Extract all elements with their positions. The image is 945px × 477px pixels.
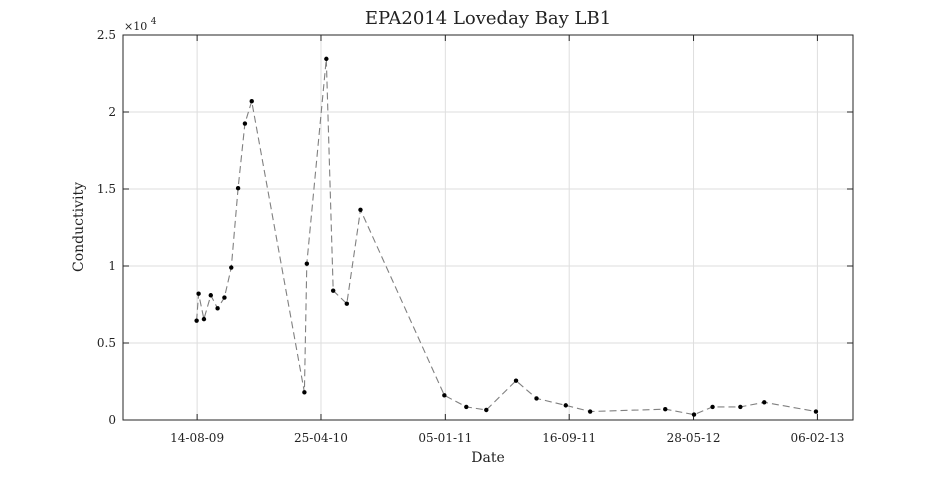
data-point: [534, 396, 539, 401]
grid-layer: [123, 34, 853, 421]
y-axis-label: Conductivity: [71, 182, 87, 272]
data-point: [242, 121, 248, 126]
x-tick-label: 05-01-11: [418, 431, 472, 445]
x-tick-label: 16-09-11: [542, 431, 596, 445]
data-point: [222, 295, 227, 300]
data-point: [484, 407, 489, 413]
data-point: [464, 404, 469, 410]
x-tick-label: 25-04-10: [294, 431, 348, 445]
x-tick-label: 28-05-12: [667, 431, 721, 445]
series-line: [196, 58, 816, 416]
data-point: [330, 288, 336, 293]
data-point: [813, 409, 819, 414]
series-layer: [194, 56, 819, 417]
data-point: [513, 378, 519, 383]
data-point: [208, 293, 213, 298]
data-point: [201, 316, 207, 322]
data-point: [663, 407, 668, 412]
x-tick-label: 06-02-13: [790, 431, 844, 445]
y-tick-label: 1.5: [97, 182, 116, 196]
data-point: [358, 207, 363, 212]
chart-title: EPA2014 Loveday Bay LB1: [365, 8, 611, 29]
plot-frame: [122, 34, 854, 421]
data-point: [215, 306, 220, 311]
x-tick-label: 14-08-09: [170, 431, 224, 445]
y-tick-label: 2: [108, 105, 116, 119]
data-point: [710, 404, 715, 410]
tick-layer: 14-08-09 25-04-10 05-01-11 16-09-11 28-05-12…: [97, 28, 853, 445]
data-point: [324, 56, 329, 62]
y-multiplier: ×10 4: [124, 17, 157, 33]
data-point: [563, 403, 568, 408]
data-point: [194, 318, 199, 323]
data-point: [304, 261, 310, 266]
data-point: [302, 390, 307, 395]
data-point: [344, 301, 350, 306]
data-point: [691, 412, 697, 417]
y-multiplier-exponent: 4: [151, 17, 157, 27]
data-point: [762, 400, 767, 405]
data-point: [738, 404, 743, 410]
y-tick-label: 0.5: [97, 336, 116, 350]
data-point: [442, 393, 447, 398]
data-point: [249, 99, 254, 104]
y-tick-label: 0: [108, 413, 116, 427]
data-point: [196, 291, 201, 296]
data-point: [587, 409, 593, 414]
y-tick-label: 2.5: [97, 28, 116, 42]
data-point: [229, 265, 234, 270]
data-point: [235, 186, 241, 191]
y-tick-label: 1: [108, 259, 116, 273]
y-multiplier-base: ×10: [124, 20, 147, 33]
x-axis-label: Date: [471, 450, 504, 466]
